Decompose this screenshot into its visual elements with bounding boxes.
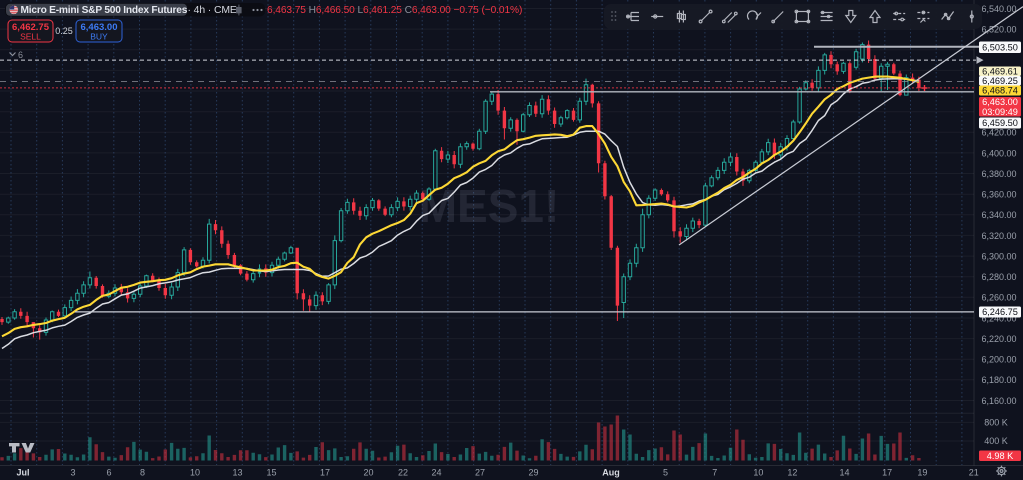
svg-text:03:09:49: 03:09:49 — [982, 107, 1018, 117]
svg-text:6,462.75: 6,462.75 — [12, 22, 50, 33]
svg-text:0.25: 0.25 — [55, 26, 73, 36]
svg-text:10: 10 — [753, 468, 763, 478]
svg-text:6,463.75 H6,466.50 L6,461.25 C: 6,463.75 H6,466.50 L6,461.25 C6,463.00 −… — [267, 5, 522, 16]
svg-text:Micro E-mini S&P 500 Index Fut: Micro E-mini S&P 500 Index Futures — [21, 5, 188, 16]
svg-text:· 4h · CME: · 4h · CME — [188, 5, 237, 16]
svg-text:BUY: BUY — [90, 32, 108, 42]
svg-text:6,180.00: 6,180.00 — [981, 375, 1016, 385]
svg-text:10: 10 — [190, 468, 200, 478]
svg-text:15: 15 — [266, 468, 276, 478]
svg-text:20: 20 — [363, 468, 373, 478]
svg-text:6,459.50: 6,459.50 — [982, 118, 1018, 128]
svg-text:29: 29 — [528, 468, 538, 478]
svg-text:6,420.00: 6,420.00 — [981, 128, 1016, 138]
svg-text:SELL: SELL — [20, 32, 41, 42]
svg-text:6,300.00: 6,300.00 — [981, 252, 1016, 262]
svg-text:13: 13 — [232, 468, 242, 478]
svg-text:27: 27 — [475, 468, 485, 478]
svg-text:3: 3 — [70, 468, 75, 478]
svg-text:8: 8 — [140, 468, 145, 478]
svg-text:800 K: 800 K — [984, 417, 1008, 427]
svg-text:6,200.00: 6,200.00 — [981, 355, 1016, 365]
svg-text:6,340.00: 6,340.00 — [981, 210, 1016, 220]
svg-text:6,520.00: 6,520.00 — [981, 25, 1016, 35]
svg-text:6,160.00: 6,160.00 — [981, 396, 1016, 406]
svg-text:6: 6 — [106, 468, 111, 478]
svg-text:6,468.74: 6,468.74 — [982, 86, 1018, 96]
svg-text:17: 17 — [882, 468, 892, 478]
svg-text:21: 21 — [969, 468, 979, 478]
svg-text:6,463.00: 6,463.00 — [81, 22, 118, 33]
svg-text:6,469.25: 6,469.25 — [982, 76, 1018, 86]
svg-text:400 K: 400 K — [984, 436, 1008, 446]
svg-text:Aug: Aug — [602, 468, 620, 478]
svg-text:6,380.00: 6,380.00 — [981, 169, 1016, 179]
svg-text:5: 5 — [663, 468, 668, 478]
svg-text:6,246.75: 6,246.75 — [982, 307, 1018, 317]
svg-text:6,400.00: 6,400.00 — [981, 148, 1016, 158]
svg-text:6,469.61: 6,469.61 — [982, 67, 1018, 77]
svg-text:6,280.00: 6,280.00 — [981, 272, 1016, 282]
svg-text:14: 14 — [839, 468, 849, 478]
svg-text:17: 17 — [320, 468, 330, 478]
svg-text:22: 22 — [398, 468, 408, 478]
svg-text:Jul: Jul — [16, 468, 29, 478]
svg-text:6: 6 — [18, 50, 23, 60]
svg-text:6,240.00: 6,240.00 — [981, 313, 1016, 323]
svg-text:6,320.00: 6,320.00 — [981, 231, 1016, 241]
svg-text:24: 24 — [431, 468, 441, 478]
svg-text:4.98 K: 4.98 K — [987, 451, 1014, 461]
svg-text:12: 12 — [787, 468, 797, 478]
svg-text:6,220.00: 6,220.00 — [981, 334, 1016, 344]
svg-text:6,540.00: 6,540.00 — [981, 4, 1016, 14]
svg-text:6,503.50: 6,503.50 — [982, 43, 1018, 53]
svg-text:6,463.00: 6,463.00 — [982, 97, 1018, 107]
svg-text:7: 7 — [712, 468, 717, 478]
svg-text:6,360.00: 6,360.00 — [981, 190, 1016, 200]
svg-text:19: 19 — [917, 468, 927, 478]
svg-text:6,260.00: 6,260.00 — [981, 293, 1016, 303]
